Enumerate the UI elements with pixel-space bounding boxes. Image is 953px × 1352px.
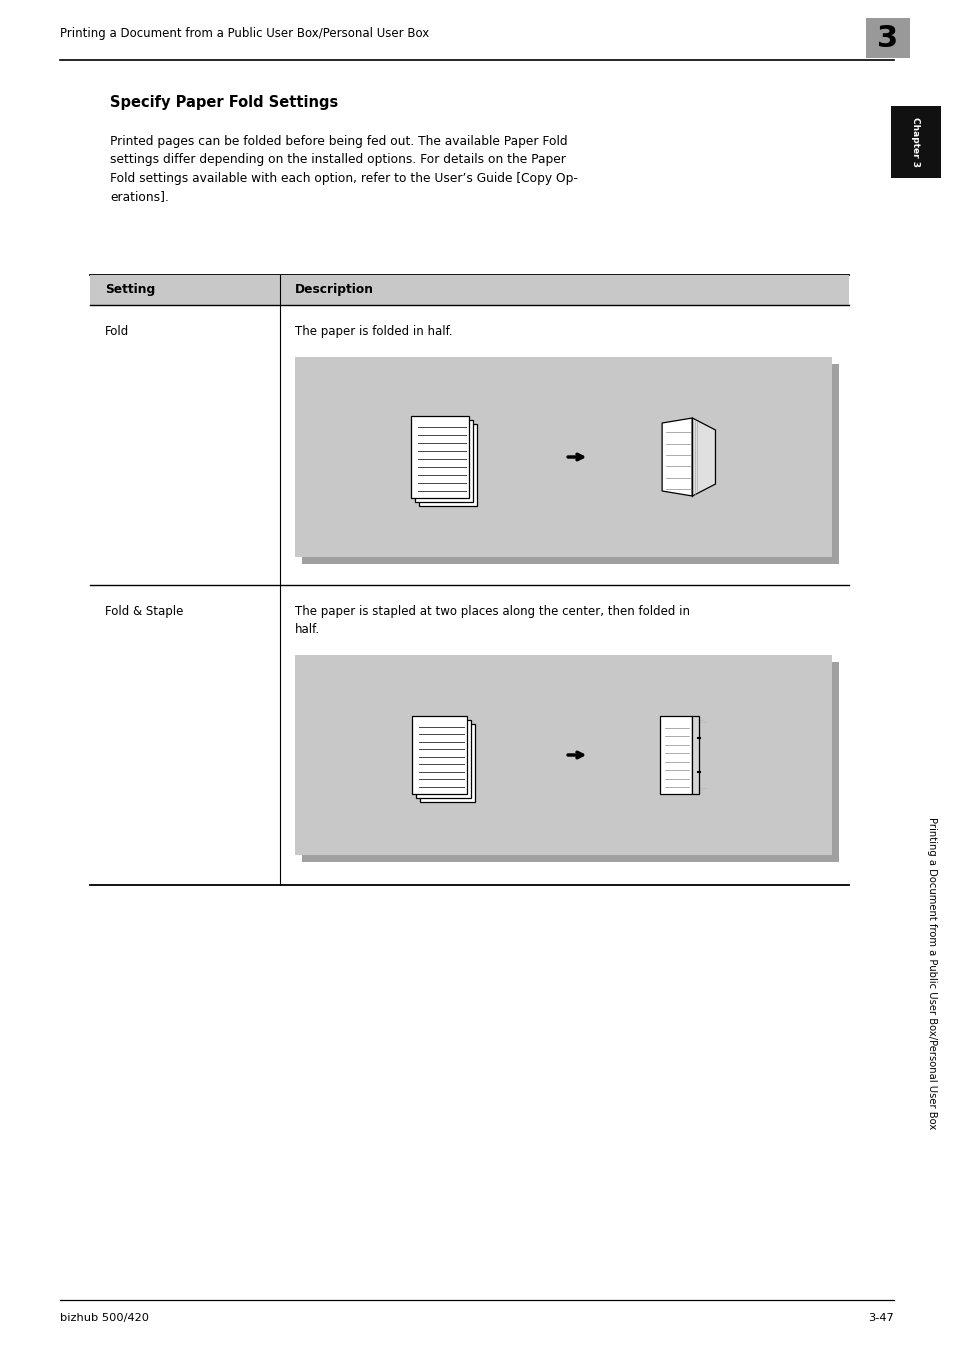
Text: Description: Description <box>294 284 374 296</box>
Bar <box>411 416 469 498</box>
Text: The paper is folded in half.: The paper is folded in half. <box>294 324 452 338</box>
Bar <box>865 18 909 58</box>
Bar <box>294 654 831 854</box>
Bar <box>416 721 471 798</box>
Bar <box>420 725 475 802</box>
Text: Printed pages can be folded before being fed out. The available Paper Fold
setti: Printed pages can be folded before being… <box>110 135 578 204</box>
Bar <box>659 717 692 794</box>
Text: 3: 3 <box>877 23 898 53</box>
Bar <box>294 357 831 557</box>
Bar <box>302 662 838 863</box>
Polygon shape <box>661 418 692 496</box>
Text: Printing a Document from a Public User Box/Personal User Box: Printing a Document from a Public User B… <box>60 27 429 39</box>
Bar <box>890 105 940 178</box>
Bar <box>692 717 699 794</box>
Text: Chapter 3: Chapter 3 <box>910 118 920 168</box>
Polygon shape <box>692 418 715 496</box>
Text: Printing a Document from a Public User Box/Personal User Box: Printing a Document from a Public User B… <box>926 818 936 1129</box>
Text: Setting: Setting <box>105 284 155 296</box>
Text: The paper is stapled at two places along the center, then folded in
half.: The paper is stapled at two places along… <box>294 604 689 635</box>
Text: bizhub 500/420: bizhub 500/420 <box>60 1313 149 1324</box>
Bar <box>415 420 473 502</box>
Bar <box>90 274 848 306</box>
Text: Fold: Fold <box>105 324 129 338</box>
Bar <box>412 717 467 794</box>
Text: Specify Paper Fold Settings: Specify Paper Fold Settings <box>110 95 338 110</box>
Text: 3-47: 3-47 <box>867 1313 893 1324</box>
Bar <box>302 364 838 564</box>
Text: Fold & Staple: Fold & Staple <box>105 604 183 618</box>
Bar <box>418 425 476 506</box>
